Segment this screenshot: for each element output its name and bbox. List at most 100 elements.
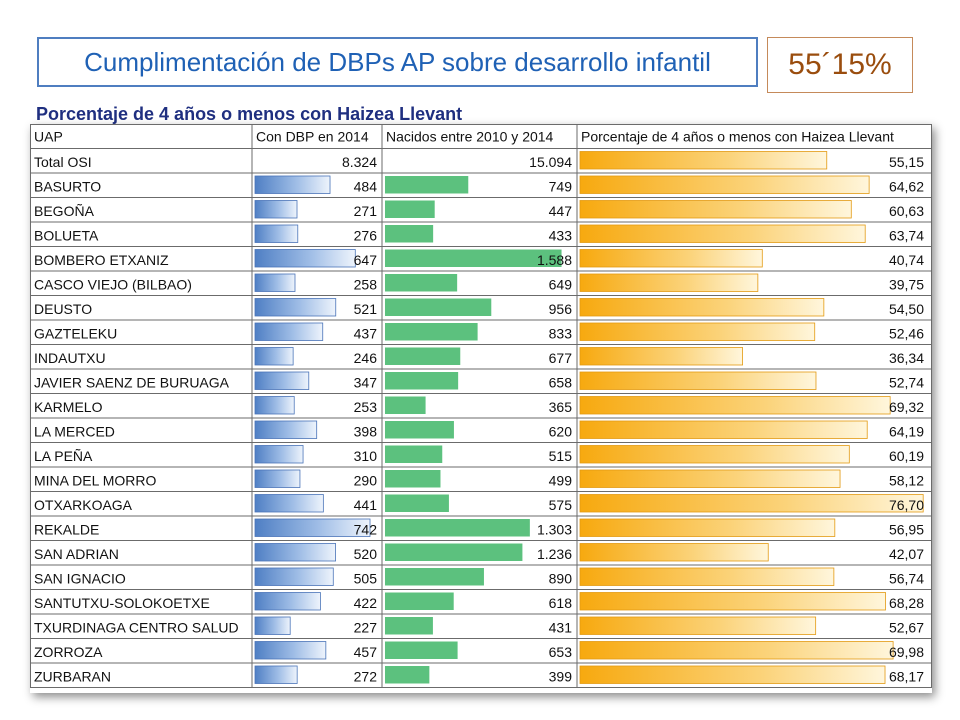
dbp-value: 347: [354, 375, 378, 391]
percentage-bar: [579, 469, 841, 488]
uap-name: CASCO VIEJO (BILBAO): [34, 277, 192, 293]
dbp-value: 484: [354, 179, 378, 195]
percentage-bar: [579, 224, 866, 243]
dbp-value: 272: [354, 669, 378, 685]
percentage-bar: [579, 567, 835, 586]
dbp-value: 441: [354, 497, 378, 513]
dbp-bar: [254, 371, 310, 390]
percentage-value: 39,75: [889, 277, 924, 293]
nacidos-value: 15.094: [529, 154, 572, 170]
dbp-bar: [254, 249, 356, 268]
percentage-value: 56,95: [889, 522, 924, 538]
nacidos-value: 1.303: [537, 522, 572, 538]
column-header: Con DBP en 2014: [256, 129, 369, 145]
dbp-value: 246: [354, 350, 378, 366]
dbp-bar: [254, 469, 301, 488]
nacidos-bar: [385, 568, 484, 586]
nacidos-value: 399: [549, 669, 573, 685]
dbp-value: 398: [354, 424, 378, 440]
dbp-value: 8.324: [342, 154, 377, 170]
dbp-bar: [254, 665, 298, 684]
percentage-bar: [579, 322, 816, 341]
nacidos-value: 677: [549, 350, 573, 366]
uap-name: KARMELO: [34, 399, 103, 415]
uap-name: INDAUTXU: [34, 350, 106, 366]
slide-title: Cumplimentación de DBPs AP sobre desarro…: [37, 37, 758, 87]
nacidos-value: 1.588: [537, 252, 572, 268]
percentage-bar: [579, 543, 769, 562]
uap-name: BEGOÑA: [34, 203, 95, 219]
dbp-bar: [254, 273, 296, 292]
percentage-bar: [579, 665, 886, 684]
uap-name: Total OSI: [34, 154, 92, 170]
percentage-value: 76,70: [889, 497, 924, 513]
percentage-bar: [579, 371, 817, 390]
percentage-bar: [579, 347, 743, 366]
uap-name: JAVIER SAENZ DE BURUAGA: [34, 375, 230, 391]
dbp-value: 505: [354, 571, 378, 587]
nacidos-bar: [385, 519, 530, 537]
nacidos-bar: [385, 617, 433, 635]
uap-name: SAN ADRIAN: [34, 546, 119, 562]
percentage-value: 54,50: [889, 301, 924, 317]
percentage-bar: [579, 249, 763, 268]
overall-percentage-badge: 55´15%: [767, 37, 913, 93]
percentage-bar: [579, 641, 894, 660]
uap-name: ZURBARAN: [34, 669, 111, 685]
nacidos-bar: [385, 200, 435, 218]
uap-name: TXURDINAGA CENTRO SALUD: [34, 620, 239, 636]
dbp-bar: [254, 420, 318, 439]
dbp-value: 276: [354, 228, 378, 244]
nacidos-bar: [385, 347, 461, 365]
uap-name: LA PEÑA: [34, 448, 93, 464]
percentage-value: 69,98: [889, 644, 924, 660]
dbp-bar: [254, 494, 324, 513]
nacidos-bar: [385, 543, 523, 561]
nacidos-value: 658: [549, 375, 573, 391]
dbp-bar: [254, 543, 336, 562]
uap-name: BASURTO: [34, 179, 101, 195]
percentage-bar: [579, 175, 870, 194]
data-table: UAP Con DBP en 2014 Nacidos entre 2010 y 2…: [30, 124, 932, 693]
nacidos-value: 956: [549, 301, 573, 317]
nacidos-bar: [385, 470, 441, 488]
percentage-value: 52,67: [889, 620, 924, 636]
percentage-bar: [579, 592, 886, 611]
dbp-value: 310: [354, 448, 378, 464]
nacidos-value: 620: [549, 424, 573, 440]
percentage-bar: [579, 298, 825, 317]
percentage-bar: [579, 200, 852, 219]
percentage-value: 56,74: [889, 571, 924, 587]
nacidos-value: 833: [549, 326, 573, 342]
nacidos-value: 890: [549, 571, 573, 587]
uap-name: SANTUTXU-SOLOKOETXE: [34, 595, 210, 611]
data-table-svg: UAP Con DBP en 2014 Nacidos entre 2010 y 2…: [30, 124, 932, 688]
uap-name: REKALDE: [34, 522, 99, 538]
percentage-value: 64,19: [889, 424, 924, 440]
dbp-bar: [254, 200, 298, 219]
nacidos-value: 649: [549, 277, 573, 293]
percentage-bar: [579, 151, 828, 170]
column-header: Porcentaje de 4 años o menos con Haizea …: [581, 129, 894, 145]
nacidos-bar: [385, 298, 492, 316]
percentage-bar: [579, 616, 817, 635]
column-header: UAP: [34, 129, 63, 145]
dbp-bar: [254, 567, 334, 586]
percentage-value: 52,46: [889, 326, 924, 342]
percentage-value: 40,74: [889, 252, 924, 268]
dbp-value: 742: [354, 522, 378, 538]
dbp-value: 647: [354, 252, 378, 268]
dbp-bar: [254, 347, 294, 366]
dbp-value: 521: [354, 301, 378, 317]
percentage-value: 55,15: [889, 154, 924, 170]
percentage-value: 69,32: [889, 399, 924, 415]
dbp-bar: [254, 445, 304, 464]
nacidos-bar: [385, 592, 454, 610]
dbp-value: 253: [354, 399, 378, 415]
percentage-bar: [579, 445, 850, 464]
dbp-value: 422: [354, 595, 378, 611]
dbp-bar: [254, 592, 321, 611]
percentage-value: 68,17: [889, 669, 924, 685]
nacidos-value: 447: [549, 203, 573, 219]
percentage-value: 36,34: [889, 350, 924, 366]
